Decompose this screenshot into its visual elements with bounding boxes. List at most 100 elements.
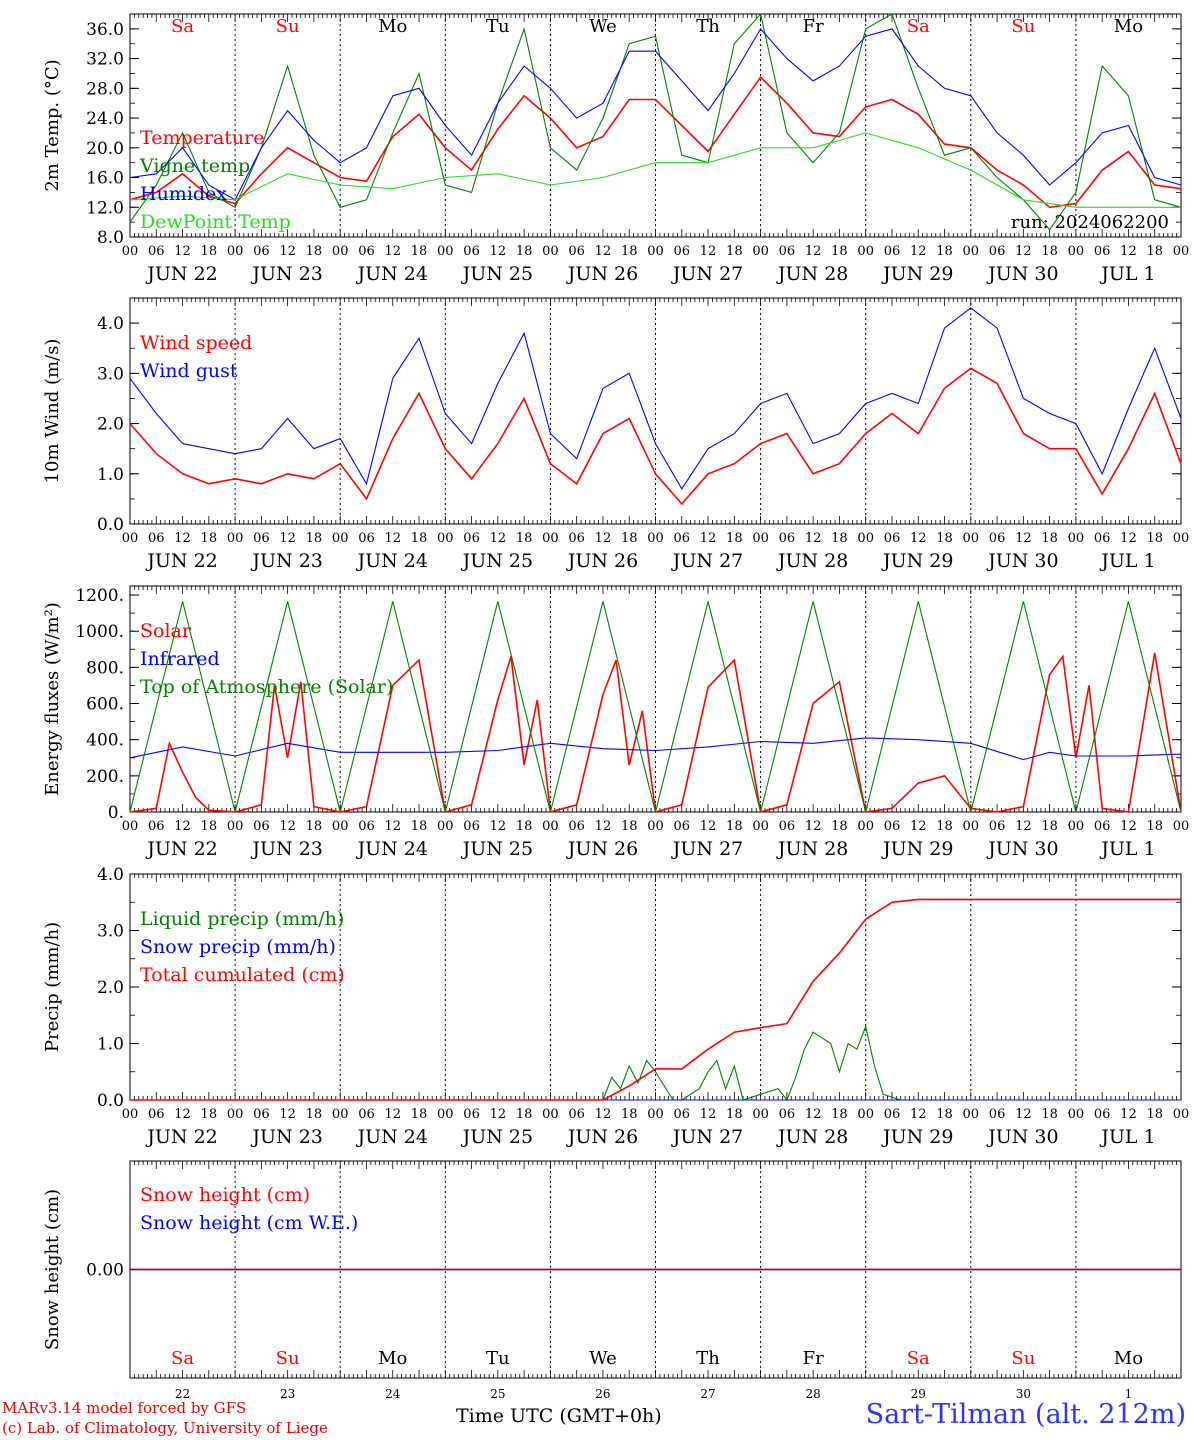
x-hour-label: 12 (1120, 819, 1137, 834)
y-axis-title: Snow height (cm) (42, 1189, 63, 1350)
x-hour-label: 00 (1173, 1107, 1190, 1122)
x-hour-label: 12 (595, 1107, 612, 1122)
x-hour-label: 06 (779, 244, 796, 259)
x-hour-label: 06 (674, 819, 691, 834)
legend-entry: Liquid precip (mm/h) (140, 908, 344, 930)
x-day-label: JUN 29 (881, 1126, 953, 1148)
x-hour-label: 00 (227, 244, 244, 259)
x-hour-label: 18 (411, 244, 428, 259)
x-day-label: JUN 23 (250, 263, 322, 285)
x-hour-label: 06 (989, 1107, 1006, 1122)
x-hour-label: 06 (568, 531, 585, 546)
x-day-label: JUN 25 (461, 838, 533, 860)
series-line (129, 307, 1182, 490)
x-hour-label: 18 (831, 244, 848, 259)
x-hour-label: 12 (805, 244, 822, 259)
y-tick-label: 1200. (75, 586, 124, 606)
x-hour-label: 00 (963, 244, 980, 259)
x-day-label: JUL 1 (1099, 838, 1155, 860)
weekday-label: Fr (803, 1348, 824, 1369)
x-hour-label: 06 (884, 819, 901, 834)
x-day-label: JUN 23 (250, 1126, 322, 1148)
x-hour-label: 06 (463, 531, 480, 546)
x-hour-label: 18 (201, 819, 218, 834)
x-hour-label: 00 (857, 244, 874, 259)
x-day-label: JUN 30 (986, 263, 1058, 285)
x-hour-label: 00 (857, 819, 874, 834)
x-hour-label: 18 (411, 1107, 428, 1122)
x-hour-label: 12 (279, 1107, 296, 1122)
x-hour-label: 18 (201, 244, 218, 259)
x-hour-label: 06 (989, 244, 1006, 259)
x-hour-label: 06 (463, 244, 480, 259)
x-hour-label: 18 (1146, 244, 1163, 259)
x-hour-label: 12 (490, 819, 507, 834)
y-tick-label: 3.0 (97, 364, 124, 384)
x-hour-label: 06 (989, 531, 1006, 546)
x-hour-label: 18 (306, 819, 323, 834)
x-hour-label: 06 (568, 819, 585, 834)
legend-entry: Vigne temp (139, 155, 250, 177)
x-hour-label: 00 (332, 819, 349, 834)
x-hour-label: 06 (779, 819, 796, 834)
x-day-label: JUN 25 (461, 263, 533, 285)
x-hour-label: 18 (306, 244, 323, 259)
x-day-label: JUN 24 (356, 838, 428, 860)
x-day-number: 1 (1125, 1387, 1133, 1401)
x-hour-label: 00 (332, 1107, 349, 1122)
x-day-label: JUN 22 (145, 1126, 217, 1148)
legend-entry: Humidex (140, 183, 227, 205)
weekday-label: Fr (803, 16, 824, 37)
x-hour-label: 00 (437, 1107, 454, 1122)
y-tick-label: 3.0 (97, 922, 124, 942)
x-day-label: JUN 30 (986, 550, 1058, 572)
x-hour-label: 18 (936, 819, 953, 834)
x-hour-label: 00 (122, 531, 139, 546)
x-hour-label: 12 (1015, 1107, 1032, 1122)
x-hour-label: 00 (122, 244, 139, 259)
x-hour-label: 06 (463, 1107, 480, 1122)
weekday-label: Mo (1114, 1348, 1143, 1369)
x-hour-label: 00 (227, 1107, 244, 1122)
x-day-number: 23 (280, 1387, 295, 1401)
x-hour-label: 06 (884, 1107, 901, 1122)
y-tick-label: 4.0 (97, 314, 124, 334)
x-day-label: JUN 25 (461, 550, 533, 572)
x-hour-label: 06 (253, 1107, 270, 1122)
x-day-label: JUN 22 (145, 550, 217, 572)
x-hour-label: 06 (358, 244, 375, 259)
x-hour-label: 12 (1015, 819, 1032, 834)
x-hour-label: 12 (490, 1107, 507, 1122)
x-day-label: JUN 29 (881, 838, 953, 860)
x-day-label: JUL 1 (1099, 1126, 1155, 1148)
x-hour-label: 18 (1146, 531, 1163, 546)
series-line (129, 601, 1182, 813)
x-day-label: JUN 29 (881, 550, 953, 572)
x-hour-label: 00 (437, 244, 454, 259)
x-hour-label: 06 (779, 1107, 796, 1122)
x-hour-label: 06 (358, 1107, 375, 1122)
weekday-label: Tu (486, 16, 510, 37)
y-axis-title: 10m Wind (m/s) (42, 339, 63, 484)
y-tick-label: 0.00 (86, 1261, 124, 1281)
x-hour-label: 18 (201, 531, 218, 546)
x-hour-label: 06 (674, 531, 691, 546)
x-hour-label: 00 (542, 1107, 559, 1122)
x-hour-label: 12 (910, 819, 927, 834)
x-hour-label: 12 (805, 819, 822, 834)
x-hour-label: 06 (568, 1107, 585, 1122)
x-hour-label: 12 (279, 819, 296, 834)
x-hour-label: 18 (1041, 1107, 1058, 1122)
legend-entry: Snow height (cm W.E.) (140, 1212, 358, 1234)
x-day-label: JUN 26 (566, 838, 638, 860)
weekday-label: Su (276, 16, 300, 37)
x-hour-label: 18 (516, 1107, 533, 1122)
x-hour-label: 06 (884, 244, 901, 259)
y-tick-label: 0.0 (97, 1091, 124, 1111)
x-day-number: 30 (1016, 1387, 1031, 1401)
x-hour-label: 06 (779, 531, 796, 546)
x-hour-label: 00 (963, 531, 980, 546)
x-hour-label: 18 (1041, 819, 1058, 834)
legend-entry: Total cumulated (cm) (140, 964, 345, 986)
panel-3: 0. 200. 400. 600. 800. 1000. 1200. Energy fluxe… (42, 585, 1189, 860)
